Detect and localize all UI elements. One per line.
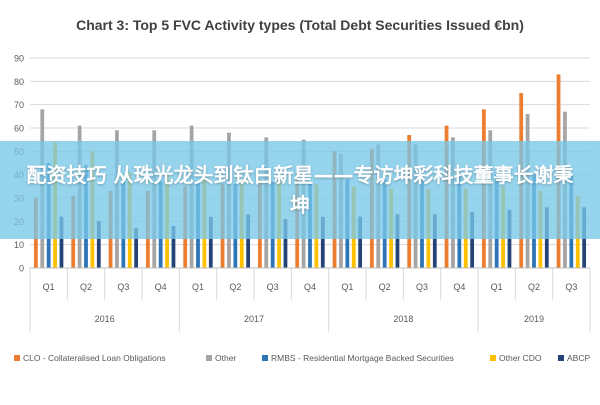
bar	[320, 216, 325, 268]
x-tick-label: Q1	[341, 282, 353, 292]
x-tick-label: Q4	[155, 282, 167, 292]
x-tick-label: Q1	[491, 282, 503, 292]
y-tick-label: 90	[14, 54, 24, 64]
legend-label: RMBS - Residential Mortgage Backed Secur…	[271, 353, 454, 363]
bar	[283, 219, 288, 268]
legend-label: CLO - Collateralised Loan Obligations	[23, 353, 166, 363]
overlay-banner: 配资技巧 从珠光龙头到钛白新星——专访坤彩科技董事长谢秉坤	[0, 141, 600, 239]
overlay-headline: 配资技巧 从珠光龙头到钛白新星——专访坤彩科技董事长谢秉坤	[26, 163, 574, 217]
bar	[96, 221, 101, 268]
x-tick-label: Q2	[528, 282, 540, 292]
y-tick-label: 0	[19, 264, 24, 274]
legend-label: Other CDO	[499, 353, 542, 363]
legend-swatch	[206, 355, 212, 361]
x-tick-label: Q1	[43, 282, 55, 292]
y-tick-label: 70	[14, 100, 24, 110]
bar	[59, 216, 64, 268]
x-tick-label: Q4	[453, 282, 465, 292]
legend-label: Other	[215, 353, 236, 363]
year-label: 2018	[393, 314, 413, 324]
legend-swatch	[490, 355, 496, 361]
legend-label: ABCP	[567, 353, 590, 363]
x-tick-label: Q2	[80, 282, 92, 292]
x-tick-label: Q1	[192, 282, 204, 292]
x-axis: Q1 Q2 Q3 Q4 Q1 Q2 Q3 Q4 Q1 Q2 Q3 Q4 Q1 Q2 Q3 2016 2017 20…	[29, 267, 591, 332]
x-tick-label: Q4	[304, 282, 316, 292]
x-tick-label: Q3	[267, 282, 279, 292]
year-label: 2017	[244, 314, 264, 324]
bar	[171, 226, 176, 268]
bar	[358, 216, 363, 268]
legend-swatch	[14, 355, 20, 361]
bar	[208, 216, 213, 268]
legend-swatch	[558, 355, 564, 361]
y-tick-label: 80	[14, 77, 24, 87]
year-label: 2016	[95, 314, 115, 324]
year-label: 2019	[524, 314, 544, 324]
y-tick-label: 60	[14, 124, 24, 134]
bar	[395, 214, 400, 268]
x-tick-label: Q2	[229, 282, 241, 292]
bar	[246, 214, 251, 268]
bar	[134, 228, 139, 268]
x-tick-label: Q3	[117, 282, 129, 292]
x-tick-label: Q2	[379, 282, 391, 292]
bar	[432, 214, 437, 268]
bar	[470, 212, 475, 268]
legend-swatch	[262, 355, 268, 361]
x-tick-label: Q3	[416, 282, 428, 292]
chart-title: Chart 3: Top 5 FVC Activity types (Total…	[76, 17, 524, 33]
x-tick-label: Q3	[565, 282, 577, 292]
legend: CLO - Collateralised Loan Obligations Oth…	[14, 353, 590, 363]
y-tick-label: 10	[14, 240, 24, 250]
